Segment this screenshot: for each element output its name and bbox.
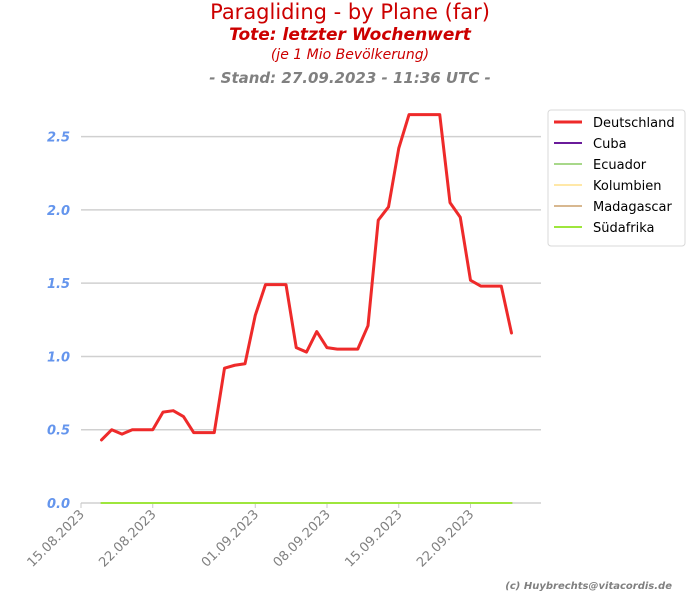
y-tick-label: 2.0 (47, 204, 70, 219)
x-tick-label: 08.09.2023 (271, 507, 334, 570)
y-tick-label: 1.0 (47, 350, 70, 365)
series-lines (100, 113, 513, 504)
legend-box (547, 109, 686, 247)
legend-entry: Deutschland (593, 116, 675, 131)
series-line-deutschland (100, 113, 513, 442)
chart-subtitle: Tote: letzter Wochenwert (229, 25, 471, 45)
legend: Deutschland Cuba Ecuador Kolumbien Madagasca… (547, 109, 686, 247)
x-axis: 15.08.2023 22.08.2023 01.09.2023 08.09.2023… (25, 503, 477, 570)
y-tick-label: 2.5 (47, 131, 70, 146)
legend-entry: Madagascar (593, 200, 673, 215)
y-axis: 0.0 0.5 1.0 1.5 2.0 2.5 (47, 131, 70, 512)
legend-entry: Ecuador (593, 158, 647, 173)
legend-entry: Südafrika (593, 221, 655, 236)
chart-subtitle-units: (je 1 Mio Bevölkerung) (270, 47, 430, 63)
y-tick-label: 0.0 (47, 497, 70, 512)
chart-title: Paragliding - by Plane (far) (210, 0, 490, 24)
copyright-note: (c) Huybrechts@vitacordis.de (505, 581, 672, 592)
legend-entry: Cuba (593, 137, 627, 152)
y-tick-label: 0.5 (47, 424, 70, 439)
grid-lines (81, 135, 541, 504)
x-tick-label: 01.09.2023 (199, 507, 262, 570)
chart-timestamp: - Stand: 27.09.2023 - 11:36 UTC - (209, 69, 491, 87)
x-tick-label: 15.09.2023 (342, 507, 405, 570)
x-tick-label: 15.08.2023 (25, 507, 88, 570)
y-tick-label: 1.5 (47, 277, 70, 292)
x-tick-label: 22.08.2023 (96, 507, 159, 570)
x-tick-label: 22.09.2023 (414, 507, 477, 570)
legend-entry: Kolumbien (593, 179, 661, 194)
